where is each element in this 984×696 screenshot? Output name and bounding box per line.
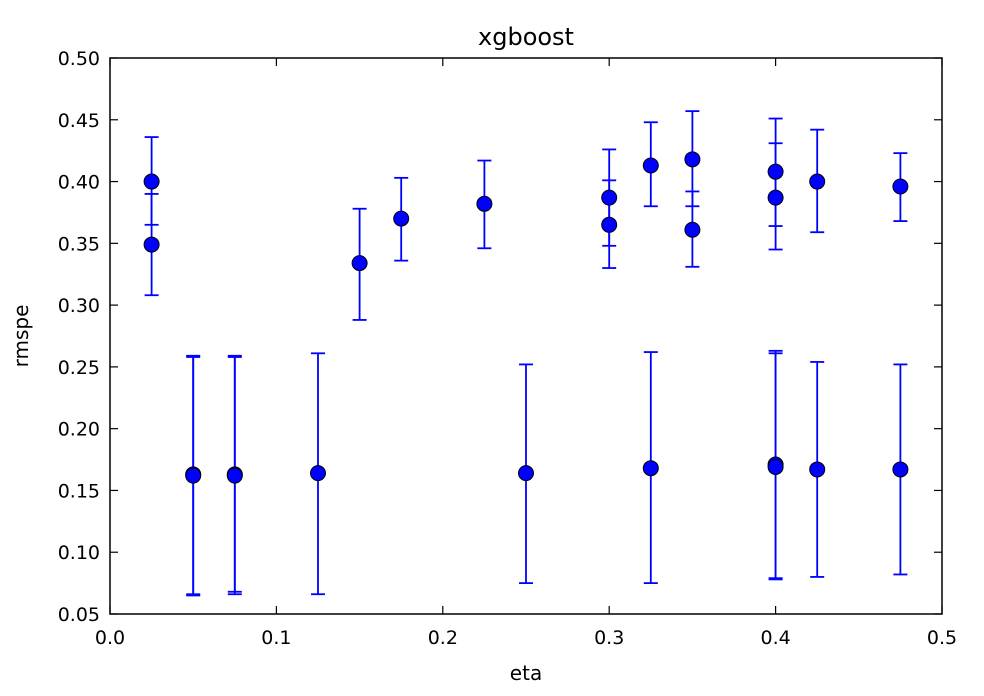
data-point — [143, 236, 160, 253]
x-axis-label: eta — [510, 661, 542, 685]
y-tick-label: 0.10 — [58, 542, 100, 564]
y-axis-ticks: 0.05 0.10 0.15 0.20 0.25 0.30 0.35 0.40 0.45 0.50 — [58, 48, 942, 626]
data-point — [892, 461, 909, 478]
x-tick-label: 0.0 — [95, 627, 125, 649]
data-point — [518, 465, 534, 482]
markers-layer — [143, 151, 909, 484]
x-tick-label: 0.1 — [261, 627, 291, 649]
data-point — [767, 189, 784, 206]
y-tick-label: 0.45 — [58, 110, 100, 132]
plot-area-frame — [109, 57, 943, 615]
y-tick-label: 0.30 — [58, 295, 100, 317]
data-point — [809, 461, 826, 478]
data-point — [310, 465, 326, 482]
data-point — [351, 255, 368, 272]
x-tick-label: 0.5 — [927, 627, 957, 649]
data-point — [143, 173, 160, 190]
y-tick-label: 0.15 — [58, 480, 100, 502]
chart-title: xgboost — [478, 23, 574, 51]
x-tick-label: 0.4 — [760, 627, 790, 649]
data-point — [601, 216, 618, 233]
y-tick-label: 0.05 — [58, 604, 100, 626]
data-point — [684, 151, 701, 168]
y-tick-label: 0.20 — [58, 419, 100, 441]
errorbars-layer — [144, 110, 908, 597]
data-point — [185, 467, 202, 484]
data-point — [809, 173, 826, 190]
data-point — [476, 195, 493, 212]
data-point — [642, 460, 659, 477]
y-tick-label: 0.35 — [58, 233, 100, 255]
x-tick-label: 0.3 — [594, 627, 624, 649]
y-axis-label: rmspe — [9, 305, 33, 368]
data-point — [642, 157, 659, 174]
x-tick-label: 0.2 — [428, 627, 458, 649]
y-tick-label: 0.50 — [58, 48, 100, 70]
data-point — [226, 467, 243, 484]
data-point — [767, 163, 784, 180]
data-point — [892, 178, 909, 195]
data-point — [684, 221, 701, 238]
y-tick-label: 0.25 — [58, 357, 100, 379]
x-axis-ticks: 0.0 0.1 0.2 0.3 0.4 0.5 — [95, 58, 957, 649]
data-point — [393, 210, 410, 227]
data-point — [601, 189, 618, 206]
data-point — [767, 458, 784, 475]
y-tick-label: 0.40 — [58, 172, 100, 194]
